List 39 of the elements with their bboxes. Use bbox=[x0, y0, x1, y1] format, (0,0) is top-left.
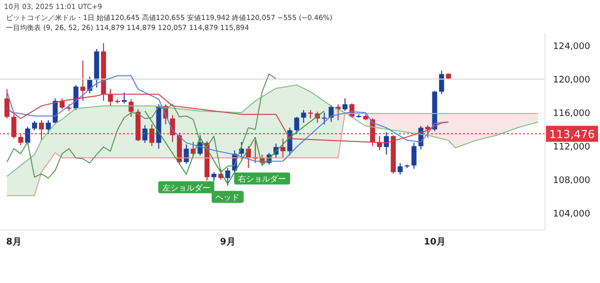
line-series bbox=[6, 84, 539, 177]
annotation: ヘッド bbox=[216, 192, 240, 202]
annotation: 右ショルダー bbox=[238, 174, 286, 184]
y-tick-label: 124,000 bbox=[553, 42, 590, 52]
candlestick bbox=[142, 124, 148, 144]
ref-line-label: 113,476 bbox=[549, 128, 595, 141]
candlestick bbox=[280, 138, 286, 158]
candlestick bbox=[80, 60, 86, 102]
candlestick bbox=[225, 167, 230, 186]
candlestick bbox=[46, 120, 51, 134]
candlestick bbox=[411, 142, 416, 170]
candlestick bbox=[301, 110, 306, 124]
x-tick-label: 10月 bbox=[424, 236, 446, 248]
candlestick bbox=[294, 116, 300, 134]
candlestick bbox=[384, 131, 389, 156]
line-series bbox=[144, 110, 325, 184]
annotation: 左ショルダー bbox=[162, 183, 210, 192]
candlestick bbox=[322, 112, 327, 125]
candlestick bbox=[439, 70, 444, 95]
candlestick bbox=[184, 144, 189, 164]
candlestick bbox=[128, 98, 134, 118]
candlestick bbox=[60, 98, 65, 110]
x-tick-label: 8月 bbox=[6, 236, 22, 248]
candlestick bbox=[149, 124, 154, 147]
candlestick bbox=[11, 114, 16, 140]
y-tick-label: 104,000 bbox=[553, 209, 590, 220]
y-tick-label: 112,000 bbox=[553, 142, 590, 152]
candlestick bbox=[32, 120, 38, 131]
candlestick bbox=[18, 134, 24, 146]
candlestick bbox=[342, 98, 348, 112]
candlestick bbox=[4, 88, 10, 120]
candlestick bbox=[398, 162, 403, 176]
y-tick-label: 120,000 bbox=[553, 75, 590, 86]
candlestick bbox=[211, 172, 216, 182]
y-tick-label: 116,000 bbox=[553, 108, 590, 119]
x-tick-label: 9月 bbox=[220, 236, 236, 248]
candlestick bbox=[108, 88, 113, 106]
y-tick-label: 108,000 bbox=[553, 176, 590, 186]
candlestick bbox=[38, 120, 44, 141]
